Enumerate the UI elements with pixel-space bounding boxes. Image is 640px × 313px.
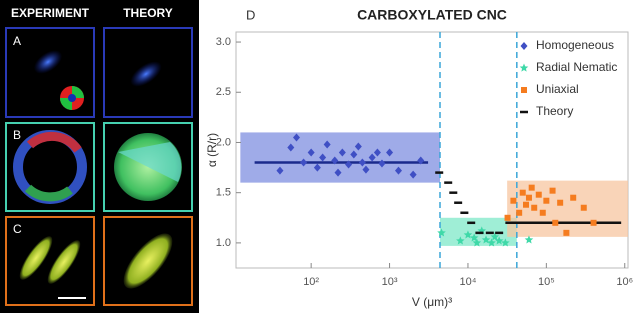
y-tick-label: 2.5 (216, 86, 231, 98)
y-tick-label: 1.0 (216, 237, 231, 249)
point (292, 133, 300, 142)
row-label: A (13, 34, 21, 48)
point (543, 197, 550, 204)
chart-title: CARBOXYLATED CNC (357, 7, 507, 23)
row-label: C (13, 222, 22, 236)
row-label: B (13, 128, 21, 142)
droplet (130, 61, 162, 87)
point (580, 204, 587, 211)
chart: D CARBOXYLATED CNC V (μm)³ α (R/r) 1.0 1.… (205, 7, 633, 309)
point (323, 140, 331, 149)
legend-marker (519, 63, 529, 72)
point (525, 194, 532, 201)
point (552, 219, 559, 226)
legend-label: Radial Nematic (536, 60, 617, 74)
legend-label: Homogeneous (536, 38, 614, 52)
header: THEORY (123, 6, 173, 20)
point (368, 153, 376, 162)
legend-marker (521, 87, 527, 93)
region (507, 180, 628, 237)
point (378, 159, 386, 168)
y-tick-label: 1.5 (216, 187, 231, 199)
y-axis-label: α (R/r) (205, 133, 219, 167)
point (394, 166, 402, 175)
header: EXPERIMENT (11, 6, 90, 20)
point (313, 163, 321, 172)
point (300, 158, 308, 167)
point (501, 238, 510, 247)
x-tick-label: 10⁵ (538, 276, 555, 288)
point (528, 184, 535, 191)
point (472, 238, 482, 247)
point (319, 153, 327, 162)
point (469, 233, 479, 242)
x-tick-label: 10² (303, 276, 319, 288)
point (549, 187, 556, 194)
point (345, 160, 353, 169)
legend-label: Uniaxial (536, 82, 579, 96)
x-tick-label: 10⁶ (616, 276, 633, 288)
frame (5, 216, 95, 306)
point (494, 236, 504, 245)
point (524, 235, 534, 244)
droplet (33, 50, 63, 74)
droplet (123, 233, 173, 289)
point (519, 189, 526, 196)
point (557, 199, 564, 206)
frame (103, 27, 193, 118)
point (417, 156, 425, 165)
point (386, 148, 394, 157)
x-axis-label: V (μm)³ (412, 295, 452, 309)
point (350, 150, 358, 159)
point (535, 191, 542, 198)
droplet-part (118, 142, 182, 182)
plot-frame (235, 31, 629, 269)
point (373, 148, 381, 157)
point (487, 238, 496, 247)
frame (103, 122, 193, 212)
droplet-core (68, 94, 76, 102)
y-tick-label: 2.0 (216, 136, 231, 148)
point (338, 148, 346, 157)
x-tick-label: 10⁴ (459, 276, 476, 288)
point (563, 229, 570, 236)
region (240, 132, 441, 183)
legend-marker (520, 42, 528, 50)
point (358, 158, 366, 167)
point (590, 219, 597, 226)
droplet-part (24, 184, 73, 202)
point (331, 156, 339, 165)
image-panels: EXPERIMENT THEORY A B C (0, 0, 199, 313)
point (362, 165, 370, 174)
point (276, 166, 284, 175)
droplet (47, 240, 81, 284)
point (522, 201, 529, 208)
frame (5, 27, 95, 118)
point (307, 148, 315, 157)
legend-label: Theory (536, 104, 573, 118)
frame (103, 216, 193, 306)
point (409, 170, 417, 179)
x-tick-label: 10³ (382, 276, 398, 288)
point (437, 228, 446, 237)
point (504, 214, 511, 221)
point (334, 168, 342, 177)
frame (5, 122, 95, 212)
point (456, 236, 465, 245)
point (531, 204, 538, 211)
point (510, 197, 517, 204)
droplet (19, 236, 53, 280)
point (354, 142, 362, 151)
point (490, 232, 500, 241)
point (516, 209, 523, 216)
point (287, 143, 295, 152)
point (570, 194, 577, 201)
point (539, 209, 546, 216)
y-tick-label: 3.0 (216, 36, 231, 48)
droplet-part (26, 131, 82, 153)
panel-label: D (246, 7, 255, 22)
